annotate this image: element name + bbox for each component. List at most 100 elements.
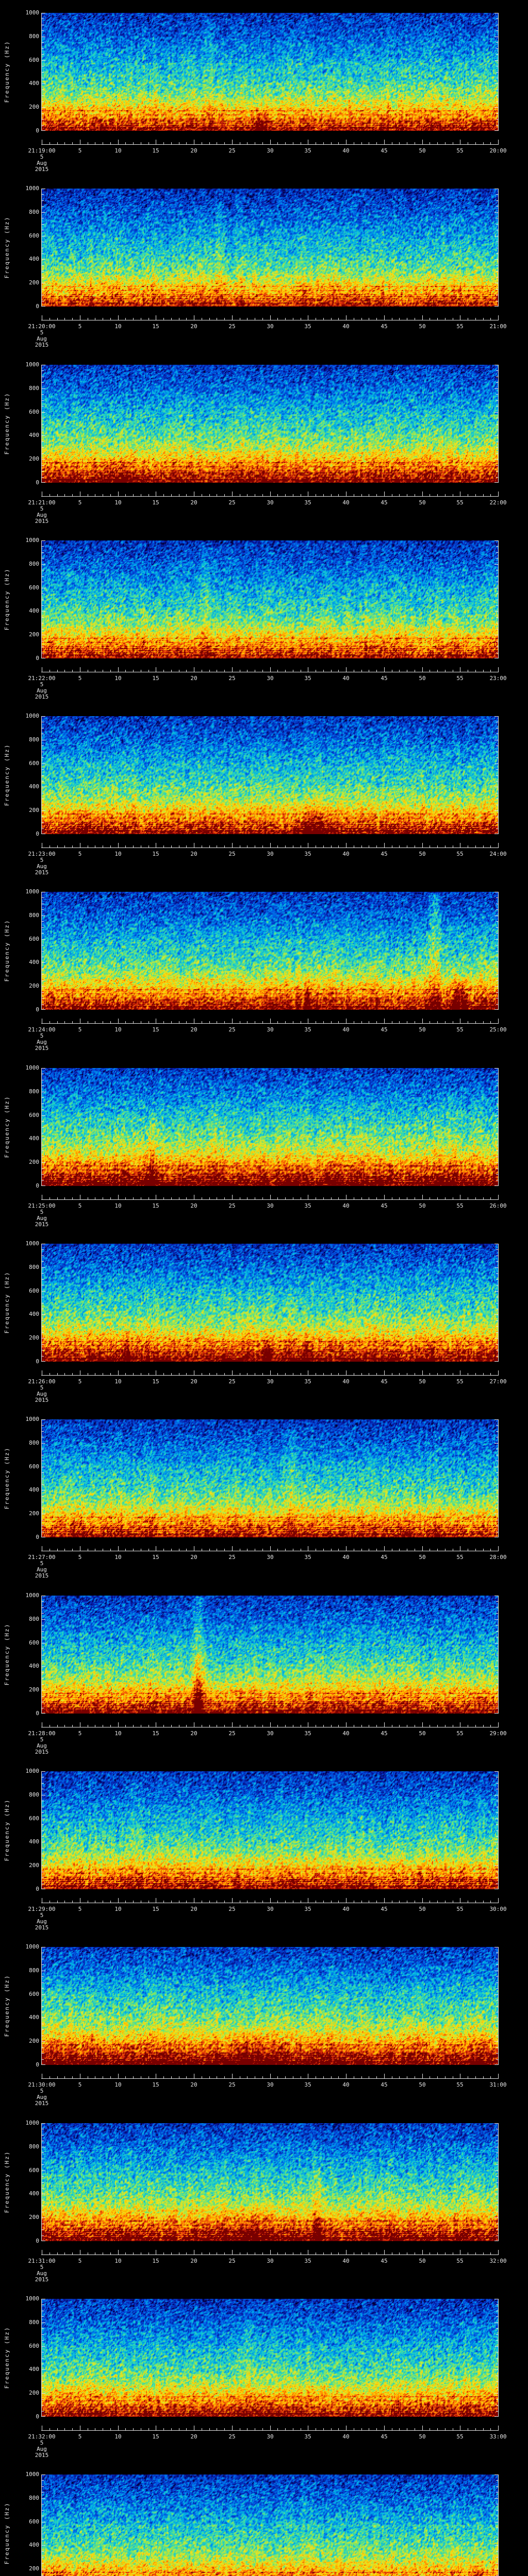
y-minor-tick bbox=[496, 1848, 498, 1849]
x-minor-tick bbox=[125, 318, 126, 320]
freq-tick-label: 600 bbox=[29, 1991, 39, 1997]
x-major-tick bbox=[232, 1195, 233, 1199]
x-axis-tick-labels: 5 10 15 20 25 30 35 40 45 50 55 bbox=[0, 1906, 528, 1913]
sec-tick-label: 5 bbox=[78, 2258, 82, 2264]
sec-tick-label: 45 bbox=[381, 1202, 388, 1209]
y-minor-tick bbox=[496, 2047, 498, 2048]
freq-tick-label: 0 bbox=[36, 2061, 39, 2068]
y-minor-tick bbox=[42, 1672, 44, 1673]
x-minor-tick bbox=[209, 670, 210, 672]
y-minor-tick bbox=[496, 1678, 498, 1679]
x-minor-tick bbox=[125, 142, 126, 144]
y-major-tick bbox=[42, 1291, 45, 1292]
x-axis-date: 5 Aug 2015 bbox=[17, 1912, 67, 1931]
y-minor-tick bbox=[42, 1982, 44, 1983]
y-major-tick bbox=[42, 83, 45, 84]
y-minor-tick bbox=[496, 769, 498, 770]
y-axis-line-left bbox=[41, 716, 42, 834]
y-major-tick bbox=[42, 107, 45, 108]
sec-tick-label: 30 bbox=[267, 2258, 274, 2264]
sec-tick-label: 50 bbox=[419, 2433, 426, 2440]
y-minor-tick bbox=[496, 1320, 498, 1321]
x-minor-tick bbox=[171, 2428, 172, 2430]
x-minor-tick bbox=[171, 494, 172, 496]
y-minor-tick bbox=[42, 30, 44, 31]
x-minor-tick bbox=[445, 1021, 446, 1023]
x-minor-tick bbox=[186, 1373, 187, 1375]
x-minor-tick bbox=[262, 494, 263, 496]
y-minor-tick bbox=[42, 933, 44, 934]
sec-tick-label: 5 bbox=[78, 323, 82, 330]
y-major-tick bbox=[494, 1185, 498, 1186]
x-minor-tick bbox=[133, 1549, 134, 1551]
x-major-tick bbox=[422, 492, 423, 496]
x-minor-tick bbox=[125, 1725, 126, 1727]
x-minor-tick bbox=[376, 318, 377, 320]
freq-tick-label: 400 bbox=[29, 1838, 39, 1845]
x-major-tick bbox=[270, 1898, 271, 1903]
y-axis-line-left bbox=[41, 2123, 42, 2241]
y-minor-tick bbox=[42, 1249, 44, 1250]
sec-tick-label: 25 bbox=[228, 323, 236, 330]
y-minor-tick bbox=[42, 1344, 44, 1345]
y-minor-tick bbox=[42, 370, 44, 371]
x-minor-tick bbox=[338, 1373, 339, 1375]
x-minor-tick bbox=[64, 1549, 65, 1551]
y-minor-tick bbox=[42, 992, 44, 993]
x-minor-tick bbox=[338, 2076, 339, 2078]
y-major-tick bbox=[42, 1994, 45, 1995]
freq-tick-label: 400 bbox=[29, 1311, 39, 1317]
x-minor-tick bbox=[490, 1021, 491, 1023]
date-month: Aug bbox=[37, 2270, 47, 2277]
sec-tick-label: 35 bbox=[304, 1202, 311, 1209]
sec-tick-label: 20 bbox=[190, 675, 197, 682]
x-minor-tick bbox=[125, 2076, 126, 2078]
x-major-tick bbox=[384, 1195, 385, 1199]
sec-tick-label: 45 bbox=[381, 2258, 388, 2264]
x-minor-tick bbox=[224, 318, 225, 320]
date-month: Aug bbox=[37, 512, 47, 518]
y-minor-tick bbox=[496, 1812, 498, 1813]
x-minor-tick bbox=[72, 1725, 73, 1727]
sec-tick-label: 35 bbox=[304, 2081, 311, 2088]
sec-tick-label: 40 bbox=[342, 1554, 350, 1561]
y-minor-tick bbox=[42, 1273, 44, 1274]
y-major-tick bbox=[42, 1361, 45, 1362]
x-minor-tick bbox=[338, 1197, 339, 1199]
sec-tick-label: 15 bbox=[152, 323, 159, 330]
x-minor-tick bbox=[110, 2252, 111, 2255]
x-minor-tick bbox=[277, 2428, 278, 2430]
axes-layer bbox=[0, 540, 528, 716]
freq-tick-label: 600 bbox=[29, 2167, 39, 2174]
y-minor-tick bbox=[496, 2399, 498, 2400]
x-major-tick bbox=[422, 2074, 423, 2078]
y-major-tick bbox=[42, 2346, 45, 2347]
y-minor-tick bbox=[496, 1496, 498, 1497]
x-minor-tick bbox=[163, 142, 164, 144]
x-minor-tick bbox=[125, 1373, 126, 1375]
y-minor-tick bbox=[42, 1812, 44, 1813]
y-axis-tick-labels: 1000 800 600 400 200 0 bbox=[0, 185, 40, 310]
x-axis-start-time: 21:26:00 bbox=[28, 1378, 56, 1385]
freq-tick-label: 200 bbox=[29, 1862, 39, 1869]
sec-tick-label: 15 bbox=[152, 851, 159, 857]
y-minor-tick bbox=[42, 1261, 44, 1262]
y-minor-tick bbox=[496, 1684, 498, 1685]
y-minor-tick bbox=[496, 2328, 498, 2329]
spectrogram-image bbox=[42, 365, 498, 483]
freq-tick-label: 800 bbox=[29, 912, 39, 919]
freq-tick-label: 0 bbox=[36, 831, 39, 837]
freq-tick-label: 400 bbox=[29, 607, 39, 614]
x-major-tick bbox=[118, 843, 119, 848]
x-minor-tick bbox=[64, 2076, 65, 2078]
x-major-tick bbox=[384, 2074, 385, 2078]
x-minor-tick bbox=[148, 318, 149, 320]
y-minor-tick bbox=[496, 194, 498, 195]
x-major-tick bbox=[270, 667, 271, 672]
y-minor-tick bbox=[42, 2000, 44, 2001]
freq-tick-label: 200 bbox=[29, 279, 39, 286]
x-axis-tick-labels: 5 10 15 20 25 30 35 40 45 50 55 bbox=[0, 1379, 528, 1386]
y-major-tick bbox=[42, 130, 45, 131]
